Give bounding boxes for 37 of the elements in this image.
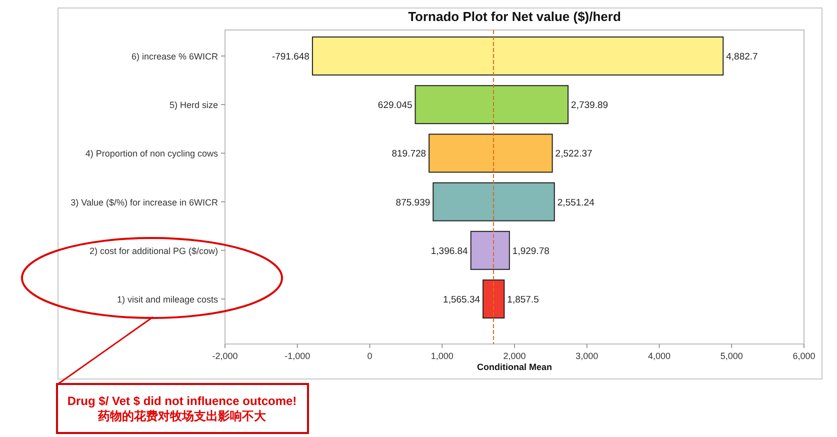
y-tick-label: 4) Proportion of non cycling cows bbox=[85, 148, 218, 159]
y-tick-label: 2) cost for additional PG ($/cow) bbox=[89, 246, 218, 256]
x-tick-label: 5,000 bbox=[720, 351, 743, 361]
annotation: 1,396.84 bbox=[430, 246, 468, 257]
x-tick-label: 2,000 bbox=[503, 351, 526, 361]
x-tick-label: 1,000 bbox=[430, 351, 454, 361]
bar bbox=[414, 85, 569, 124]
x-tick-label: 3,000 bbox=[576, 351, 598, 361]
x-tick-label: -2,000 bbox=[212, 351, 238, 361]
y-tick-label: 1) visit and mileage costs bbox=[116, 294, 218, 304]
text: 药物的花费对牧场支出影响不大 bbox=[97, 409, 267, 423]
x-tick-label: 0 bbox=[367, 351, 372, 361]
y-tick-label: 3) Value ($/%) for increase in 6WICR bbox=[70, 197, 218, 208]
y-tick-label: 5) Herd size bbox=[169, 100, 218, 110]
annotation: 2,551.24 bbox=[557, 197, 594, 208]
annotation: 875.939 bbox=[396, 197, 430, 208]
x-tick-label: 6,000 bbox=[792, 351, 816, 361]
chart-title: Tornado Plot for Net value ($)/herd bbox=[408, 9, 621, 24]
text: Drug $/ Vet $ did not influence outcome! bbox=[67, 394, 297, 408]
annotation: 1,565.34 bbox=[443, 294, 480, 306]
annotation: 1,929.78 bbox=[512, 246, 550, 257]
x-axis-title: Conditional Mean bbox=[477, 362, 552, 372]
bar bbox=[312, 36, 724, 76]
bar bbox=[470, 230, 510, 270]
annotation: 4,882.7 bbox=[726, 52, 758, 62]
bar bbox=[482, 280, 505, 318]
annotation: -791.648 bbox=[272, 52, 310, 62]
x-tick-label: 4,000 bbox=[648, 351, 671, 361]
annotation: 2,739.89 bbox=[571, 100, 608, 112]
bar bbox=[428, 134, 553, 173]
x-tick-label: -1,000 bbox=[284, 351, 310, 361]
y-tick-label: 6) increase % 6WICR bbox=[131, 52, 218, 62]
annotation: 819.728 bbox=[392, 148, 426, 160]
bar bbox=[432, 182, 555, 222]
annotation: 2,522.37 bbox=[555, 148, 592, 160]
annotation: 629.045 bbox=[378, 100, 412, 112]
annotation: 1,857.5 bbox=[507, 294, 539, 306]
